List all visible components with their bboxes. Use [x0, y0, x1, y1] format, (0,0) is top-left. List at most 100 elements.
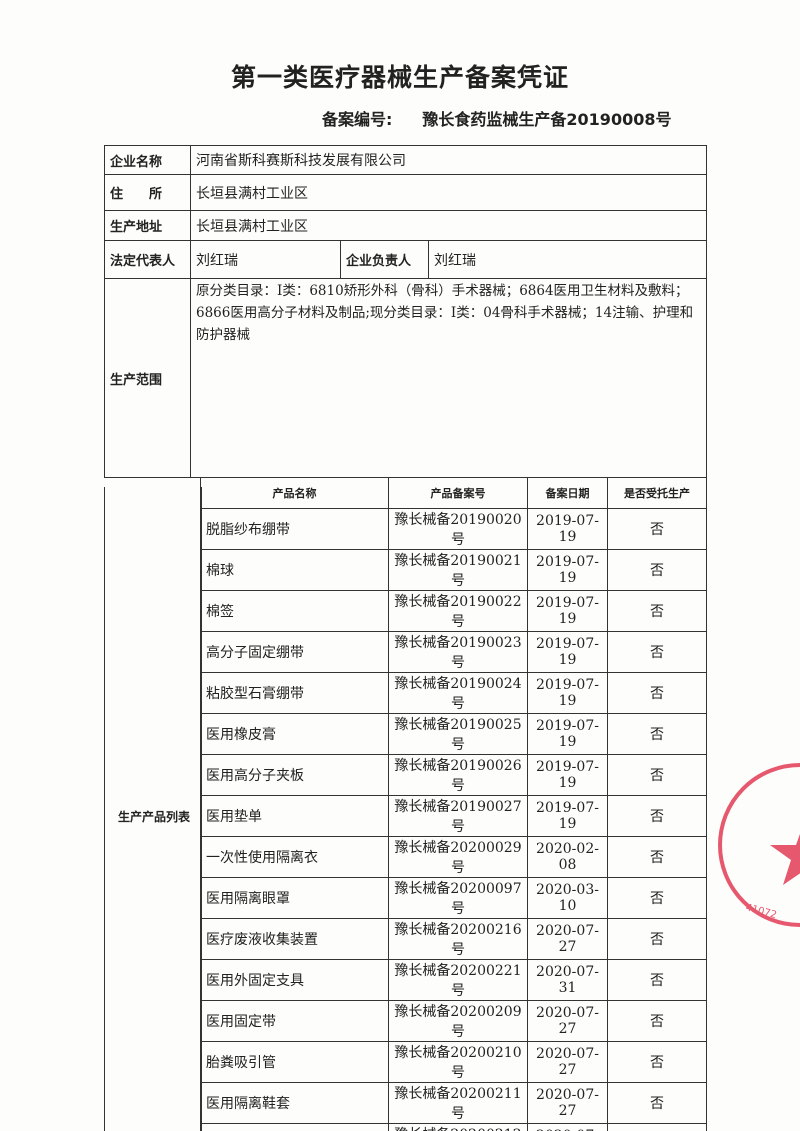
product-name: 脱脂纱布绷带	[200, 508, 389, 550]
record-number: 豫长械备20190024号	[388, 672, 528, 714]
record-number: 豫长械备20200029号	[388, 836, 528, 878]
registration-label: 备案编号:	[322, 110, 393, 129]
product-row: 棉签 豫长械备20190022号 2019-07-19 否	[200, 590, 707, 632]
product-row: 医用固定带 豫长械备20200209号 2020-07-27 否	[200, 1000, 707, 1042]
enterprise-name: 河南省斯科赛斯科技发展有限公司	[190, 145, 707, 175]
residence: 长垣县满村工业区	[190, 174, 707, 211]
record-number: 豫长械备20200210号	[388, 1041, 528, 1083]
product-row: 胎粪吸引管 豫长械备20200210号 2020-07-27 否	[200, 1041, 707, 1083]
record-date: 2020-07-27	[527, 918, 608, 960]
registration-value: 豫长食药监械生产备20190008号	[422, 110, 672, 129]
certificate-table: 企业名称 河南省斯科赛斯科技发展有限公司 住 所长垣县满村工业区 生产地址 长垣县满…	[104, 145, 707, 478]
product-row: 棉球 豫长械备20190021号 2019-07-19 否	[200, 549, 707, 591]
principal-label: 企业负责人	[340, 240, 429, 279]
enterprise-name-label: 企业名称	[104, 145, 191, 175]
record-number: 豫长械备20190023号	[388, 631, 528, 673]
record-number: 豫长械备20200221号	[388, 959, 528, 1001]
product-row: 一次性使用隔离衣 豫长械备20200029号 2020-02-08 否	[200, 836, 707, 878]
record-number: 豫长械备20190026号	[388, 754, 528, 796]
record-number: 豫长械备20190022号	[388, 590, 528, 632]
product-row: 医用橡皮膏 豫长械备20190025号 2019-07-19 否	[200, 713, 707, 755]
record-date: 2019-07-19	[527, 631, 608, 673]
product-row: 医用高分子夹板 豫长械备20190026号 2019-07-19 否	[200, 754, 707, 796]
scope-label: 生产范围	[104, 278, 191, 478]
record-number: 豫长械备20200097号	[388, 877, 528, 919]
product-list-table: 产品名称 产品备案号 备案日期 是否受托生产 脱脂纱布绷带 豫长械备2019002…	[200, 477, 707, 1131]
entrusted: 否	[607, 631, 707, 673]
record-date: 2019-07-19	[527, 754, 608, 796]
record-date: 2020-07-31	[527, 959, 608, 1001]
record-date: 2019-07-19	[527, 508, 608, 550]
record-date: 2019-07-19	[527, 672, 608, 714]
product-row: 医用外固定支具 豫长械备20200221号 2020-07-31 否	[200, 959, 707, 1001]
products-label-cell	[104, 487, 202, 1131]
record-number: 豫长械备20200212号	[388, 1123, 528, 1131]
record-number: 豫长械备20190027号	[388, 795, 528, 837]
product-name: 医用隔离眼罩	[200, 877, 389, 919]
product-name: 废液收集袋	[200, 1123, 389, 1131]
product-row: 脱脂纱布绷带 豫长械备20190020号 2019-07-19 否	[200, 508, 707, 550]
product-name: 医用隔离鞋套	[200, 1082, 389, 1124]
header-product-name: 产品名称	[200, 477, 389, 509]
production-address-label: 生产地址	[104, 210, 191, 241]
product-name: 一次性使用隔离衣	[200, 836, 389, 878]
product-name: 高分子固定绷带	[200, 631, 389, 673]
product-name: 胎粪吸引管	[200, 1041, 389, 1083]
record-date: 2020-07-27	[527, 1123, 608, 1131]
record-date: 2019-07-19	[527, 795, 608, 837]
entrusted: 否	[607, 836, 707, 878]
header-record-number: 产品备案号	[388, 477, 528, 509]
legal-rep-label: 法定代表人	[104, 240, 191, 279]
product-row: 粘胶型石膏绷带 豫长械备20190024号 2019-07-19 否	[200, 672, 707, 714]
record-number: 豫长械备20190020号	[388, 508, 528, 550]
entrusted: 否	[607, 549, 707, 591]
record-date: 2020-07-27	[527, 1000, 608, 1042]
registration-number: 备案编号: 豫长食药监械生产备20190008号	[322, 106, 671, 130]
product-name: 医用垫单	[200, 795, 389, 837]
document-title: 第一类医疗器械生产备案凭证	[230, 63, 569, 92]
record-date: 2019-07-19	[527, 549, 608, 591]
product-name: 棉签	[200, 590, 389, 632]
header-record-date: 备案日期	[527, 477, 608, 509]
record-number: 豫长械备20190021号	[388, 549, 528, 591]
product-name: 粘胶型石膏绷带	[200, 672, 389, 714]
entrusted: 否	[607, 1041, 707, 1083]
product-name: 医用外固定支具	[200, 959, 389, 1001]
record-number: 豫长械备20200209号	[388, 1000, 528, 1042]
product-row: 医用隔离鞋套 豫长械备20200211号 2020-07-27 否	[200, 1082, 707, 1124]
product-name: 医疗废液收集装置	[200, 918, 389, 960]
svg-text:41072: 41072	[744, 902, 778, 921]
products-label: 生产产品列表	[118, 810, 191, 824]
principal: 刘红瑞	[428, 240, 707, 279]
record-number: 豫长械备20190025号	[388, 713, 528, 755]
entrusted: 否	[607, 918, 707, 960]
record-date: 2020-07-27	[527, 1082, 608, 1124]
entrusted: 否	[607, 959, 707, 1001]
entrusted: 否	[607, 754, 707, 796]
product-row: 医用隔离眼罩 豫长械备20200097号 2020-03-10 否	[200, 877, 707, 919]
product-name: 棉球	[200, 549, 389, 591]
entrusted: 否	[607, 508, 707, 550]
product-row: 高分子固定绷带 豫长械备20190023号 2019-07-19 否	[200, 631, 707, 673]
official-seal: 41072	[718, 763, 800, 927]
entrusted: 否	[607, 1000, 707, 1042]
legal-rep: 刘红瑞	[190, 240, 341, 279]
record-date: 2020-07-27	[527, 1041, 608, 1083]
entrusted: 否	[607, 713, 707, 755]
product-row: 医疗废液收集装置 豫长械备20200216号 2020-07-27 否	[200, 918, 707, 960]
entrusted: 否	[607, 795, 707, 837]
entrusted: 否	[607, 672, 707, 714]
entrusted: 否	[607, 590, 707, 632]
product-header-row: 产品名称 产品备案号 备案日期 是否受托生产	[200, 477, 707, 509]
record-number: 豫长械备20200216号	[388, 918, 528, 960]
product-row: 废液收集袋豫长械备20200212号2020-07-27否	[200, 1123, 707, 1131]
record-number: 豫长械备20200211号	[388, 1082, 528, 1124]
product-name: 医用高分子夹板	[200, 754, 389, 796]
production-address: 长垣县满村工业区	[190, 210, 707, 241]
record-date: 2020-03-10	[527, 877, 608, 919]
header-entrusted: 是否受托生产	[607, 477, 707, 509]
scope-text: 原分类目录：Ⅰ类：6810矫形外科（骨科）手术器械；6864医用卫生材料及敷料；…	[190, 278, 707, 478]
record-date: 2019-07-19	[527, 713, 608, 755]
entrusted: 否	[607, 1082, 707, 1124]
